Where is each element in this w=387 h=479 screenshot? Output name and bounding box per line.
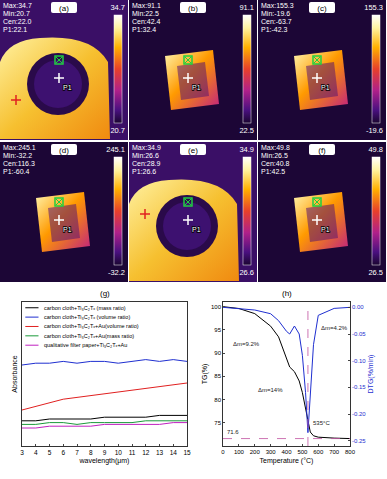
svg-text:Δm=4.2%: Δm=4.2% [321,325,348,331]
svg-text:carbon cloth+Ti₃C₂Tₓ+Au(mass r: carbon cloth+Ti₃C₂Tₓ+Au(mass ratio) [44,333,134,339]
svg-text:-0.25: -0.25 [352,438,366,444]
svg-text:700: 700 [329,449,340,455]
svg-text:-19.6: -19.6 [366,126,383,135]
svg-text:Min:-32.2: Min:-32.2 [3,152,32,159]
svg-text:90: 90 [214,350,221,356]
svg-text:P1:-60.4: P1:-60.4 [3,168,30,175]
svg-text:Cen:-63.7: Cen:-63.7 [261,18,292,25]
svg-text:200: 200 [250,449,261,455]
svg-text:Cen:40.8: Cen:40.8 [261,160,290,167]
svg-text:75: 75 [214,420,221,426]
svg-text:6: 6 [61,449,65,456]
svg-text:Absorbance: Absorbance [11,355,18,392]
svg-text:14: 14 [170,449,178,456]
svg-text:DTG(%/min): DTG(%/min) [367,355,375,394]
svg-text:P1:26.6: P1:26.6 [132,168,156,175]
svg-text:12: 12 [142,449,150,456]
svg-text:34.9: 34.9 [239,145,254,154]
svg-text:26.6: 26.6 [239,268,254,277]
svg-text:(h): (h) [282,289,292,298]
svg-text:245.1: 245.1 [106,145,125,154]
svg-text:4: 4 [34,449,38,456]
svg-text:(c): (c) [317,4,327,13]
svg-text:Cen:116.3: Cen:116.3 [3,160,35,167]
svg-text:91.1: 91.1 [239,3,254,12]
svg-text:P1:-42.3: P1:-42.3 [261,26,288,33]
svg-text:Min:-19.6: Min:-19.6 [261,10,290,17]
svg-text:-0.10: -0.10 [352,358,366,364]
svg-text:Min:20.7: Min:20.7 [3,10,30,17]
svg-text:7: 7 [75,449,79,456]
svg-text:P1: P1 [192,84,201,91]
svg-text:P1: P1 [63,84,72,91]
svg-text:9: 9 [103,449,107,456]
svg-text:0.00: 0.00 [352,304,364,310]
svg-text:5: 5 [48,449,52,456]
svg-text:8: 8 [89,449,93,456]
svg-text:20.7: 20.7 [110,126,125,135]
svg-text:85: 85 [214,373,221,379]
svg-text:Cen:42.4: Cen:42.4 [132,18,161,25]
svg-text:Temperature (°C): Temperature (°C) [260,457,314,465]
svg-text:Cen:28.9: Cen:28.9 [132,160,161,167]
svg-text:600: 600 [313,449,324,455]
svg-text:100: 100 [234,449,245,455]
svg-text:Max:34.7: Max:34.7 [3,2,32,9]
svg-text:TG(%): TG(%) [201,364,209,385]
svg-text:34.7: 34.7 [110,3,125,12]
svg-text:3: 3 [20,449,24,456]
svg-text:Max:245.1: Max:245.1 [3,144,36,151]
svg-text:22.5: 22.5 [239,126,254,135]
svg-text:(a): (a) [59,4,69,13]
svg-text:300: 300 [266,449,277,455]
svg-text:(b): (b) [188,4,198,13]
svg-text:Max:155.3: Max:155.3 [261,2,294,9]
svg-text:(d): (d) [59,146,69,155]
svg-text:-0.20: -0.20 [352,411,366,417]
svg-text:P1:22.1: P1:22.1 [3,26,27,33]
svg-text:Δm=14%: Δm=14% [258,387,283,393]
svg-text:(g): (g) [100,289,110,298]
svg-text:Δm=9.2%: Δm=9.2% [233,341,260,347]
svg-text:Min:26.6: Min:26.6 [132,152,159,159]
svg-text:P1:42.5: P1:42.5 [261,168,285,175]
svg-text:80: 80 [214,397,221,403]
svg-text:(f): (f) [318,146,326,155]
svg-text:Max:34.9: Max:34.9 [132,144,161,151]
svg-text:15: 15 [183,449,191,456]
svg-text:10: 10 [115,449,123,456]
svg-text:Min:26.5: Min:26.5 [261,152,288,159]
svg-text:-32.2: -32.2 [108,268,125,277]
svg-text:95: 95 [214,327,221,333]
svg-text:carbon cloth+Ti₃C₂Tₓ (volume r: carbon cloth+Ti₃C₂Tₓ (volume ratio) [44,314,130,320]
svg-text:carbon cloth+Ti₃C₂Tₓ+Au(volume: carbon cloth+Ti₃C₂Tₓ+Au(volume ratio) [44,323,139,329]
svg-text:(e): (e) [188,146,198,155]
svg-text:Max:49.8: Max:49.8 [261,144,290,151]
svg-text:100: 100 [211,304,222,310]
svg-text:535°C: 535°C [313,420,330,426]
svg-text:49.8: 49.8 [368,145,383,154]
svg-text:800: 800 [345,449,356,455]
svg-text:11: 11 [129,449,136,456]
svg-text:qualitative filter paper+Ti₃C₂: qualitative filter paper+Ti₃C₂Tₓ+Au [44,342,127,348]
svg-text:P1: P1 [321,226,330,233]
svg-text:0: 0 [221,449,225,455]
svg-text:500: 500 [297,449,308,455]
svg-text:P1: P1 [63,226,72,233]
svg-text:P1:32.4: P1:32.4 [132,26,156,33]
svg-text:P1: P1 [321,84,330,91]
svg-text:155.3: 155.3 [364,3,383,12]
svg-text:wavelength(μm): wavelength(μm) [79,457,130,465]
svg-text:Max:91.1: Max:91.1 [132,2,161,9]
svg-text:-0.15: -0.15 [352,384,366,390]
svg-text:71.6: 71.6 [227,429,239,435]
svg-text:carbon cloth+Ti₃C₂Tₓ (mass rat: carbon cloth+Ti₃C₂Tₓ (mass ratio) [44,305,126,311]
svg-text:26.5: 26.5 [368,268,383,277]
svg-text:-0.05: -0.05 [352,331,366,337]
svg-text:Min:22.5: Min:22.5 [132,10,159,17]
svg-text:400: 400 [281,449,292,455]
svg-text:Cen:22.0: Cen:22.0 [3,18,32,25]
svg-text:P1: P1 [192,226,201,233]
svg-text:13: 13 [156,449,164,456]
